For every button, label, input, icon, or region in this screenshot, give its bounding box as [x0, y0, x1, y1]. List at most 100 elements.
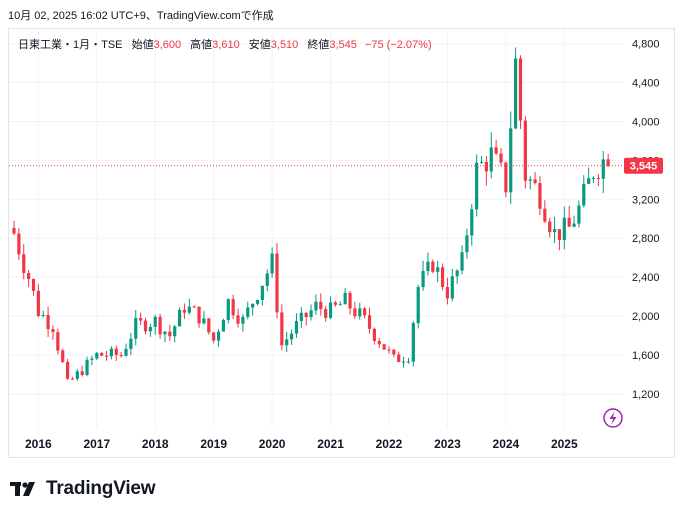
candle-body [187, 306, 191, 313]
candle-body [353, 308, 357, 317]
candle-body [65, 361, 70, 379]
axes: 1,200 1,600 2,000 2,400 2,800 3,200 3,600 4,000… [25, 39, 660, 451]
candle-body [226, 299, 230, 321]
candle-body [75, 371, 79, 379]
symbol-label[interactable]: 日東工業・1月・TSE [18, 39, 123, 51]
candle-body [299, 312, 303, 322]
candle-body [212, 332, 216, 341]
candle-body [95, 352, 99, 359]
y-tick-label: 4,800 [632, 39, 660, 51]
candle-body [202, 318, 206, 324]
candle-body [494, 147, 498, 154]
candle-body [163, 331, 167, 335]
candle-body [582, 183, 586, 206]
candles [12, 47, 610, 381]
close-label: 終値 [307, 39, 330, 51]
candle-body [470, 209, 474, 236]
candle-body [12, 228, 16, 234]
candle-body [436, 267, 440, 272]
candle-body [440, 267, 445, 288]
candle-body [139, 318, 143, 321]
candle-body [85, 359, 89, 375]
candle-body [134, 318, 138, 339]
lightning-icon[interactable] [603, 408, 623, 428]
chart-panel[interactable] [8, 28, 675, 458]
candle-body [70, 378, 75, 380]
candle-body [207, 318, 211, 333]
close-value: 3,545 [329, 39, 357, 51]
candle-body [397, 354, 401, 363]
candle-body [328, 302, 333, 318]
high-label: 高値 [190, 39, 213, 51]
candle-body [324, 309, 328, 318]
candle-body [241, 316, 245, 324]
chart-caption: 10月 02, 2025 16:02 UTC+9、TradingView.com… [8, 10, 274, 22]
candle-body [80, 371, 84, 375]
candle-body [289, 333, 294, 340]
candle-body [363, 308, 367, 316]
candle-body [314, 301, 318, 311]
x-tick-label: 2022 [376, 437, 403, 451]
candle-body [148, 326, 152, 332]
candle-body [557, 229, 562, 241]
candle-body [528, 179, 532, 181]
candle-body [460, 252, 464, 271]
candle-body [51, 329, 55, 333]
candle-body [455, 270, 459, 277]
candle-body [129, 338, 133, 349]
candle-body [518, 58, 523, 121]
candle-body [280, 312, 284, 346]
low-value: 3,510 [270, 39, 299, 51]
candle-body [275, 253, 279, 313]
candle-body [548, 221, 552, 233]
candle-body [382, 344, 386, 350]
x-tick-label: 2024 [493, 437, 520, 451]
candle-body [552, 229, 557, 233]
candle-body [343, 292, 347, 305]
x-tick-label: 2021 [317, 437, 344, 451]
candle-body [426, 261, 430, 271]
candle-body [114, 348, 118, 356]
candle-body [270, 253, 274, 274]
y-tick-label: 2,400 [632, 272, 660, 284]
candle-body [416, 287, 420, 324]
candle-body [192, 306, 196, 308]
y-tick-label: 1,200 [632, 389, 660, 401]
candle-body [31, 279, 36, 291]
candle-body [421, 270, 425, 288]
candle-body [255, 299, 260, 304]
last-price-tag-label: 3,545 [630, 161, 658, 173]
candle-body [173, 326, 177, 337]
candle-body [387, 349, 391, 351]
candle-body [338, 304, 342, 306]
y-tick-label: 1,600 [632, 350, 660, 362]
x-tick-label: 2023 [434, 437, 461, 451]
candle-body [260, 285, 264, 300]
y-tick-label: 4,000 [632, 116, 660, 128]
x-tick-label: 2017 [83, 437, 110, 451]
candle-body [450, 276, 454, 299]
candle-body [265, 273, 269, 286]
candle-body [606, 159, 610, 166]
candle-body [119, 355, 123, 357]
last-price-marker: 3,545 [9, 157, 663, 428]
candle-body [285, 339, 289, 346]
candle-body [596, 177, 600, 179]
low-label: 安値 [248, 39, 271, 51]
candle-body [504, 162, 508, 193]
candle-body [221, 320, 226, 332]
candle-body [431, 261, 435, 272]
y-tick-label: 3,200 [632, 194, 660, 206]
candle-body [17, 233, 21, 255]
candle-body [392, 349, 396, 355]
candle-body [27, 273, 31, 280]
x-tick-label: 2018 [142, 437, 169, 451]
x-tick-label: 2016 [25, 437, 52, 451]
candle-body [158, 316, 162, 335]
tradingview-logo[interactable]: TradingView [10, 478, 156, 500]
candle-body [465, 235, 469, 253]
candle-body [411, 323, 415, 362]
candle-body [562, 217, 566, 241]
candle-body [41, 315, 45, 317]
